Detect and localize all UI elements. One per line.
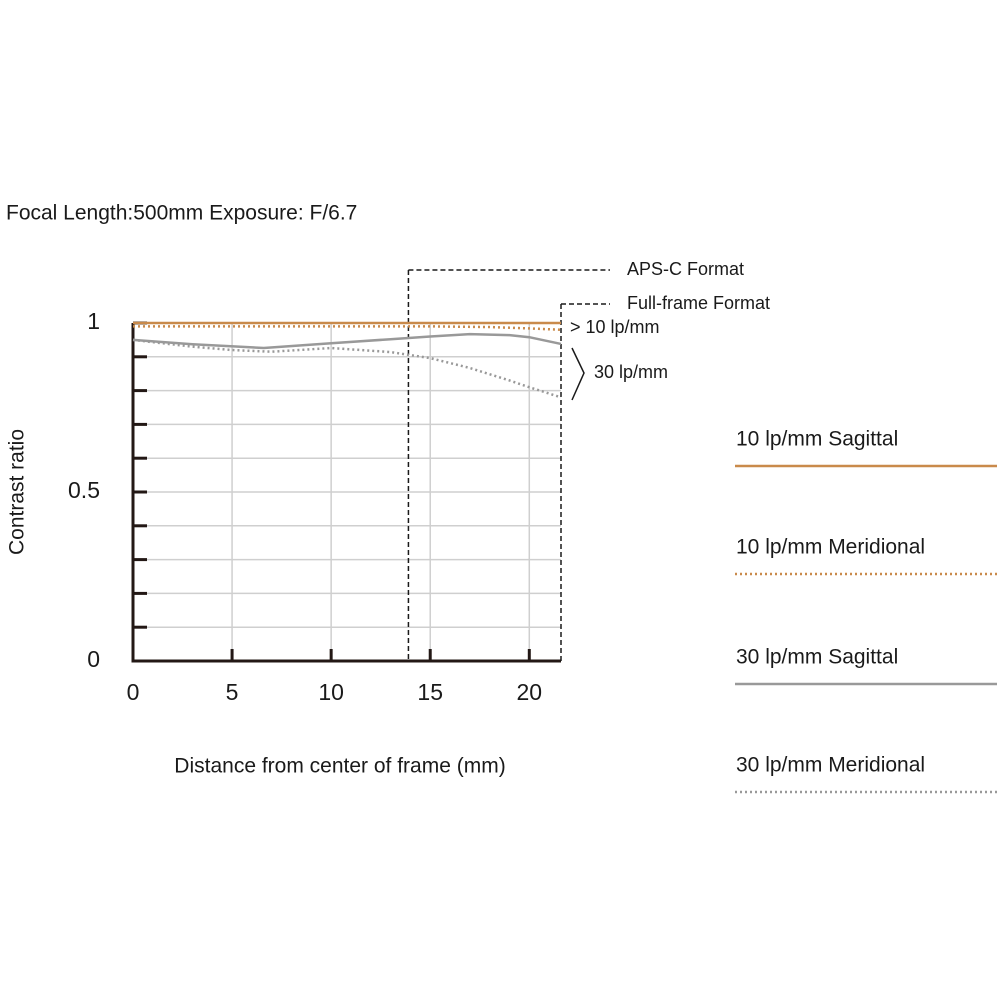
series-line <box>133 325 562 332</box>
x-axis-title: Distance from center of frame (mm) <box>174 755 505 778</box>
x-tick-label: 20 <box>516 679 542 705</box>
series-line <box>132 338 562 399</box>
series-line <box>132 332 562 350</box>
annotation: > 10 lp/mm <box>570 317 660 337</box>
legend-label: 30 lp/mm Sagittal <box>736 646 898 669</box>
format-label: Full-frame Format <box>627 293 770 313</box>
x-tick-label: 0 <box>127 679 140 705</box>
y-tick-label: 1 <box>87 308 100 334</box>
legend-label: 10 lp/mm Meridional <box>736 536 925 559</box>
format-label: APS-C Format <box>627 259 744 279</box>
chart-title: Focal Length:500mm Exposure: F/6.7 <box>6 202 357 225</box>
x-tick-label: 15 <box>417 679 443 705</box>
legend-label: 30 lp/mm Meridional <box>736 754 925 777</box>
annotation: 30 lp/mm <box>594 362 668 382</box>
y-tick-label: 0.5 <box>68 477 100 503</box>
brace <box>571 347 585 401</box>
x-tick-label: 10 <box>318 679 344 705</box>
legend-label: 10 lp/mm Sagittal <box>736 428 898 451</box>
y-tick-label: 0 <box>87 646 100 672</box>
x-tick-label: 5 <box>226 679 239 705</box>
y-axis-title: Contrast ratio <box>6 429 29 555</box>
